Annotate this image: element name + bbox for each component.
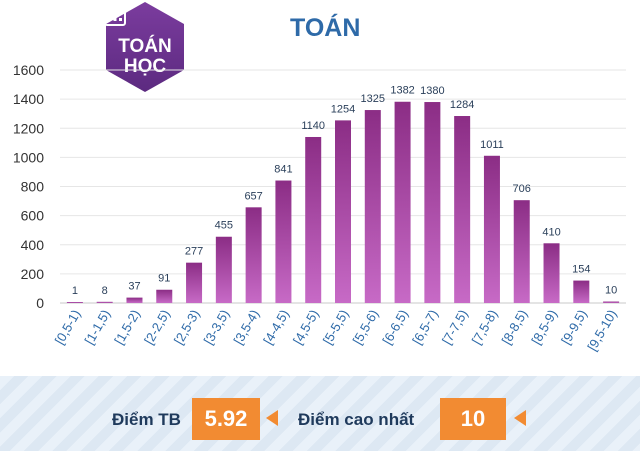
histogram-bar bbox=[364, 110, 381, 303]
y-tick-label: 200 bbox=[21, 266, 45, 282]
histogram-bar bbox=[483, 155, 500, 303]
bar-data-label: 277 bbox=[185, 246, 203, 258]
histogram-bar bbox=[245, 207, 262, 303]
histogram-bar bbox=[96, 301, 113, 303]
x-category-label: [7-7,5) bbox=[439, 307, 471, 347]
bar-data-label: 1140 bbox=[301, 120, 325, 132]
x-category-label: [7,5-8) bbox=[469, 307, 501, 347]
x-category-label: [1-1,5) bbox=[82, 307, 114, 347]
avg-pointer-icon bbox=[266, 410, 278, 426]
y-tick-label: 1000 bbox=[13, 149, 44, 165]
x-category-label: [8,5-9) bbox=[528, 307, 560, 347]
histogram-bar bbox=[454, 116, 471, 303]
y-tick-label: 0 bbox=[36, 295, 44, 311]
avg-score-label: Điểm TB bbox=[112, 410, 181, 429]
bar-data-label: 1380 bbox=[420, 85, 444, 97]
histogram-bar bbox=[305, 136, 322, 303]
histogram-bar bbox=[156, 289, 173, 303]
histogram-bar bbox=[603, 301, 620, 303]
bar-data-label: 841 bbox=[274, 164, 292, 176]
max-score-value: 10 bbox=[440, 398, 506, 440]
histogram-bar bbox=[573, 280, 590, 303]
histogram-bar bbox=[186, 262, 203, 303]
histogram-bar bbox=[513, 200, 530, 303]
max-score-label: Điểm cao nhất bbox=[298, 410, 415, 429]
y-tick-label: 1600 bbox=[13, 62, 44, 78]
y-tick-label: 800 bbox=[21, 179, 45, 195]
histogram-bar bbox=[215, 236, 232, 303]
bar-data-label: 410 bbox=[542, 226, 560, 238]
bar-data-label: 657 bbox=[244, 190, 262, 202]
x-category-label: [0,5-1) bbox=[52, 307, 84, 347]
x-category-label: [3-3,5) bbox=[201, 307, 233, 347]
y-tick-label: 400 bbox=[21, 237, 45, 253]
bar-data-label: 455 bbox=[215, 220, 233, 232]
y-tick-label: 1400 bbox=[13, 91, 44, 107]
bar-data-label: 1284 bbox=[450, 99, 474, 111]
bar-data-label: 37 bbox=[128, 281, 140, 293]
bar-data-label: 706 bbox=[513, 183, 531, 195]
chart-title: TOÁN bbox=[290, 14, 361, 42]
bar-data-label: 8 bbox=[102, 285, 108, 297]
x-category-label: [1,5-2) bbox=[111, 307, 143, 347]
y-tick-label: 1200 bbox=[13, 120, 44, 136]
histogram-bar bbox=[424, 102, 441, 303]
x-category-label: [5,5-6) bbox=[350, 307, 382, 347]
x-category-label: [9-9,5) bbox=[558, 307, 590, 347]
bar-data-label: 1254 bbox=[331, 103, 355, 115]
histogram-chart: 020040060080010001200140016001[0,5-1)8[1… bbox=[13, 62, 626, 353]
x-category-label: [4-4,5) bbox=[260, 307, 292, 347]
histogram-bar bbox=[335, 120, 351, 303]
bar-data-label: 1325 bbox=[361, 93, 385, 105]
histogram-bar bbox=[126, 297, 143, 303]
calculator-icon bbox=[104, 0, 126, 26]
bar-data-label: 1382 bbox=[390, 85, 414, 97]
badge-line-1: TOÁN bbox=[118, 36, 172, 57]
footer-panel bbox=[0, 376, 640, 451]
x-category-label: [5-5,5) bbox=[320, 307, 352, 347]
histogram-bar bbox=[66, 302, 83, 303]
avg-score-value: 5.92 bbox=[192, 398, 260, 440]
histogram-bar bbox=[543, 243, 560, 303]
x-category-label: [4,5-5) bbox=[290, 307, 322, 347]
y-tick-label: 600 bbox=[21, 208, 45, 224]
bar-data-label: 154 bbox=[572, 264, 590, 276]
x-category-label: [3,5-4) bbox=[230, 307, 262, 347]
x-category-label: [2,5-3) bbox=[171, 307, 203, 347]
x-category-label: [6,5-7) bbox=[409, 307, 441, 347]
histogram-bar bbox=[275, 180, 292, 303]
badge-line-2: HỌC bbox=[123, 56, 167, 77]
max-pointer-icon bbox=[514, 410, 526, 426]
bar-data-label: 91 bbox=[158, 273, 170, 285]
histogram-bar bbox=[394, 101, 411, 303]
x-category-label: [8-8,5) bbox=[499, 307, 531, 347]
bar-data-label: 1011 bbox=[480, 139, 504, 151]
x-category-label: [6-6,5) bbox=[379, 307, 411, 347]
bar-data-label: 10 bbox=[605, 285, 617, 297]
x-category-label: [2-2,5) bbox=[141, 307, 173, 347]
bar-data-label: 1 bbox=[72, 285, 78, 297]
x-category-label: [9,5-10) bbox=[584, 307, 619, 353]
